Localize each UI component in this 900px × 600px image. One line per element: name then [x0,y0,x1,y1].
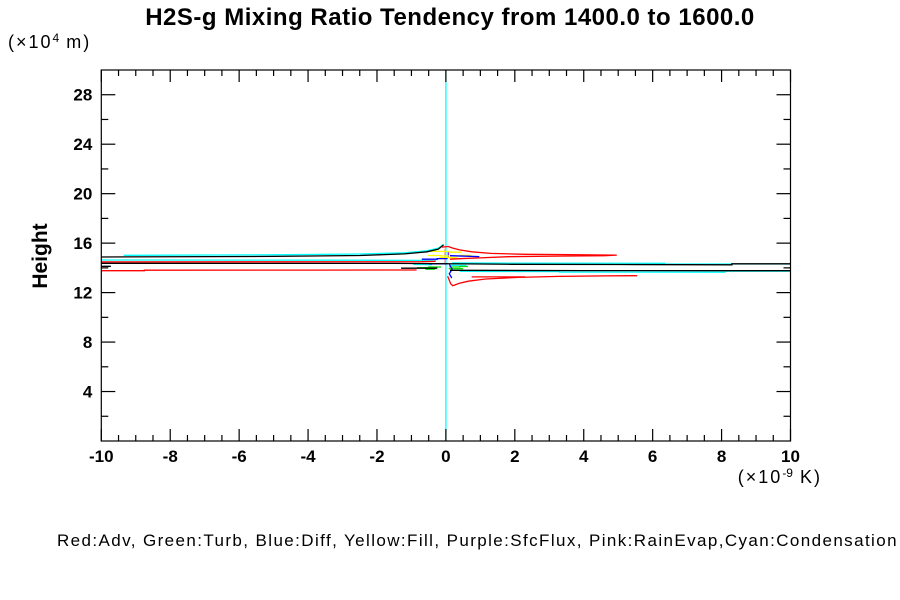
series-diff-line [421,257,448,260]
x-axis-tick-label: 8 [717,447,726,466]
series-adv-line [101,269,417,272]
series-adv-line [441,245,617,260]
x-axis-tick-label: -4 [300,447,316,466]
y-axis-unit-label: (×104 m) [8,31,91,53]
x-axis-tick-label: -2 [369,447,384,466]
plot-frame [100,69,792,442]
x-axis-tick-label: -6 [232,447,247,466]
y-axis-tick-label: 4 [83,383,93,402]
y-axis-tick-label: 24 [73,135,92,154]
x-axis-tick-label: 6 [648,447,657,466]
series-diff-line [449,255,480,258]
series-group [101,70,791,441]
x-axis-tick-label: -10 [89,447,114,466]
series-turb-line [449,265,468,268]
y-axis-tick-label: 8 [83,333,92,352]
y-axis-tick-label: 20 [73,185,92,204]
y-unit-suffix: m) [59,32,92,52]
series-black-line [101,262,791,266]
y-axis-tick-label: 16 [73,234,92,253]
series-condensation-line [101,259,437,262]
y-axis-tick-label: 28 [73,86,92,105]
y-axis-tick-label: 12 [73,284,92,303]
series-turb-line [417,266,442,269]
x-unit-suffix: K) [792,467,822,487]
legend-caption: Red:Adv, Green:Turb, Blue:Diff, Yellow:F… [57,531,898,550]
series-adv-line [101,260,436,263]
x-axis-tick-label: -8 [163,447,178,466]
series-condensation-line [123,243,445,256]
x-axis-tick-label: 10 [781,447,800,466]
y-unit-exponent: 4 [52,31,60,45]
x-unit-prefix: (×10 [737,467,783,487]
series-black-line [101,244,444,258]
series-diff-line [448,264,453,279]
y-unit-prefix: (×10 [8,32,53,52]
chart-title: H2S-g Mixing Ratio Tendency from 1400.0 … [145,4,755,31]
series-adv-line [447,275,638,287]
x-axis-tick-label: 4 [579,447,589,466]
x-unit-exponent: -9 [782,466,793,480]
x-axis-tick-label: 0 [441,447,450,466]
x-axis-tick-label: 2 [510,447,519,466]
series-fill-line [430,250,462,253]
x-axis-unit-label: (×10-9 K) [640,466,822,488]
